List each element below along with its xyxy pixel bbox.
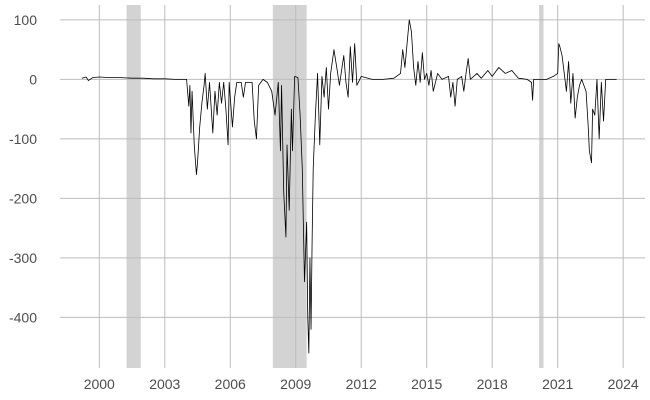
x-tick-label: 2021 <box>542 376 573 392</box>
x-tick-label: 2000 <box>84 376 115 392</box>
x-tick-label: 2009 <box>280 376 311 392</box>
x-tick-label: 2015 <box>411 376 442 392</box>
y-tick-label: -200 <box>9 190 37 206</box>
y-tick-label: -300 <box>9 250 37 266</box>
grid-layer <box>60 5 645 368</box>
y-axis-tick-labels: 100 0 -100 -200 -300 -400 <box>9 12 37 326</box>
x-tick-label: 2018 <box>477 376 508 392</box>
y-tick-label: 100 <box>14 12 38 28</box>
series-line <box>81 19 617 354</box>
x-tick-label: 2003 <box>149 376 180 392</box>
recession-band <box>539 5 544 368</box>
y-tick-label: -400 <box>9 309 37 325</box>
y-tick-label: -100 <box>9 131 37 147</box>
x-tick-label: 2006 <box>215 376 246 392</box>
recession-shading-layer <box>126 5 544 368</box>
series-layer <box>81 19 617 354</box>
recession-band <box>126 5 141 368</box>
x-axis-tick-labels: 2000 2003 2006 2009 2012 2015 2018 2021 2024 <box>84 376 639 392</box>
y-tick-label: 0 <box>29 71 37 87</box>
x-tick-label: 2024 <box>608 376 639 392</box>
x-tick-label: 2012 <box>346 376 377 392</box>
